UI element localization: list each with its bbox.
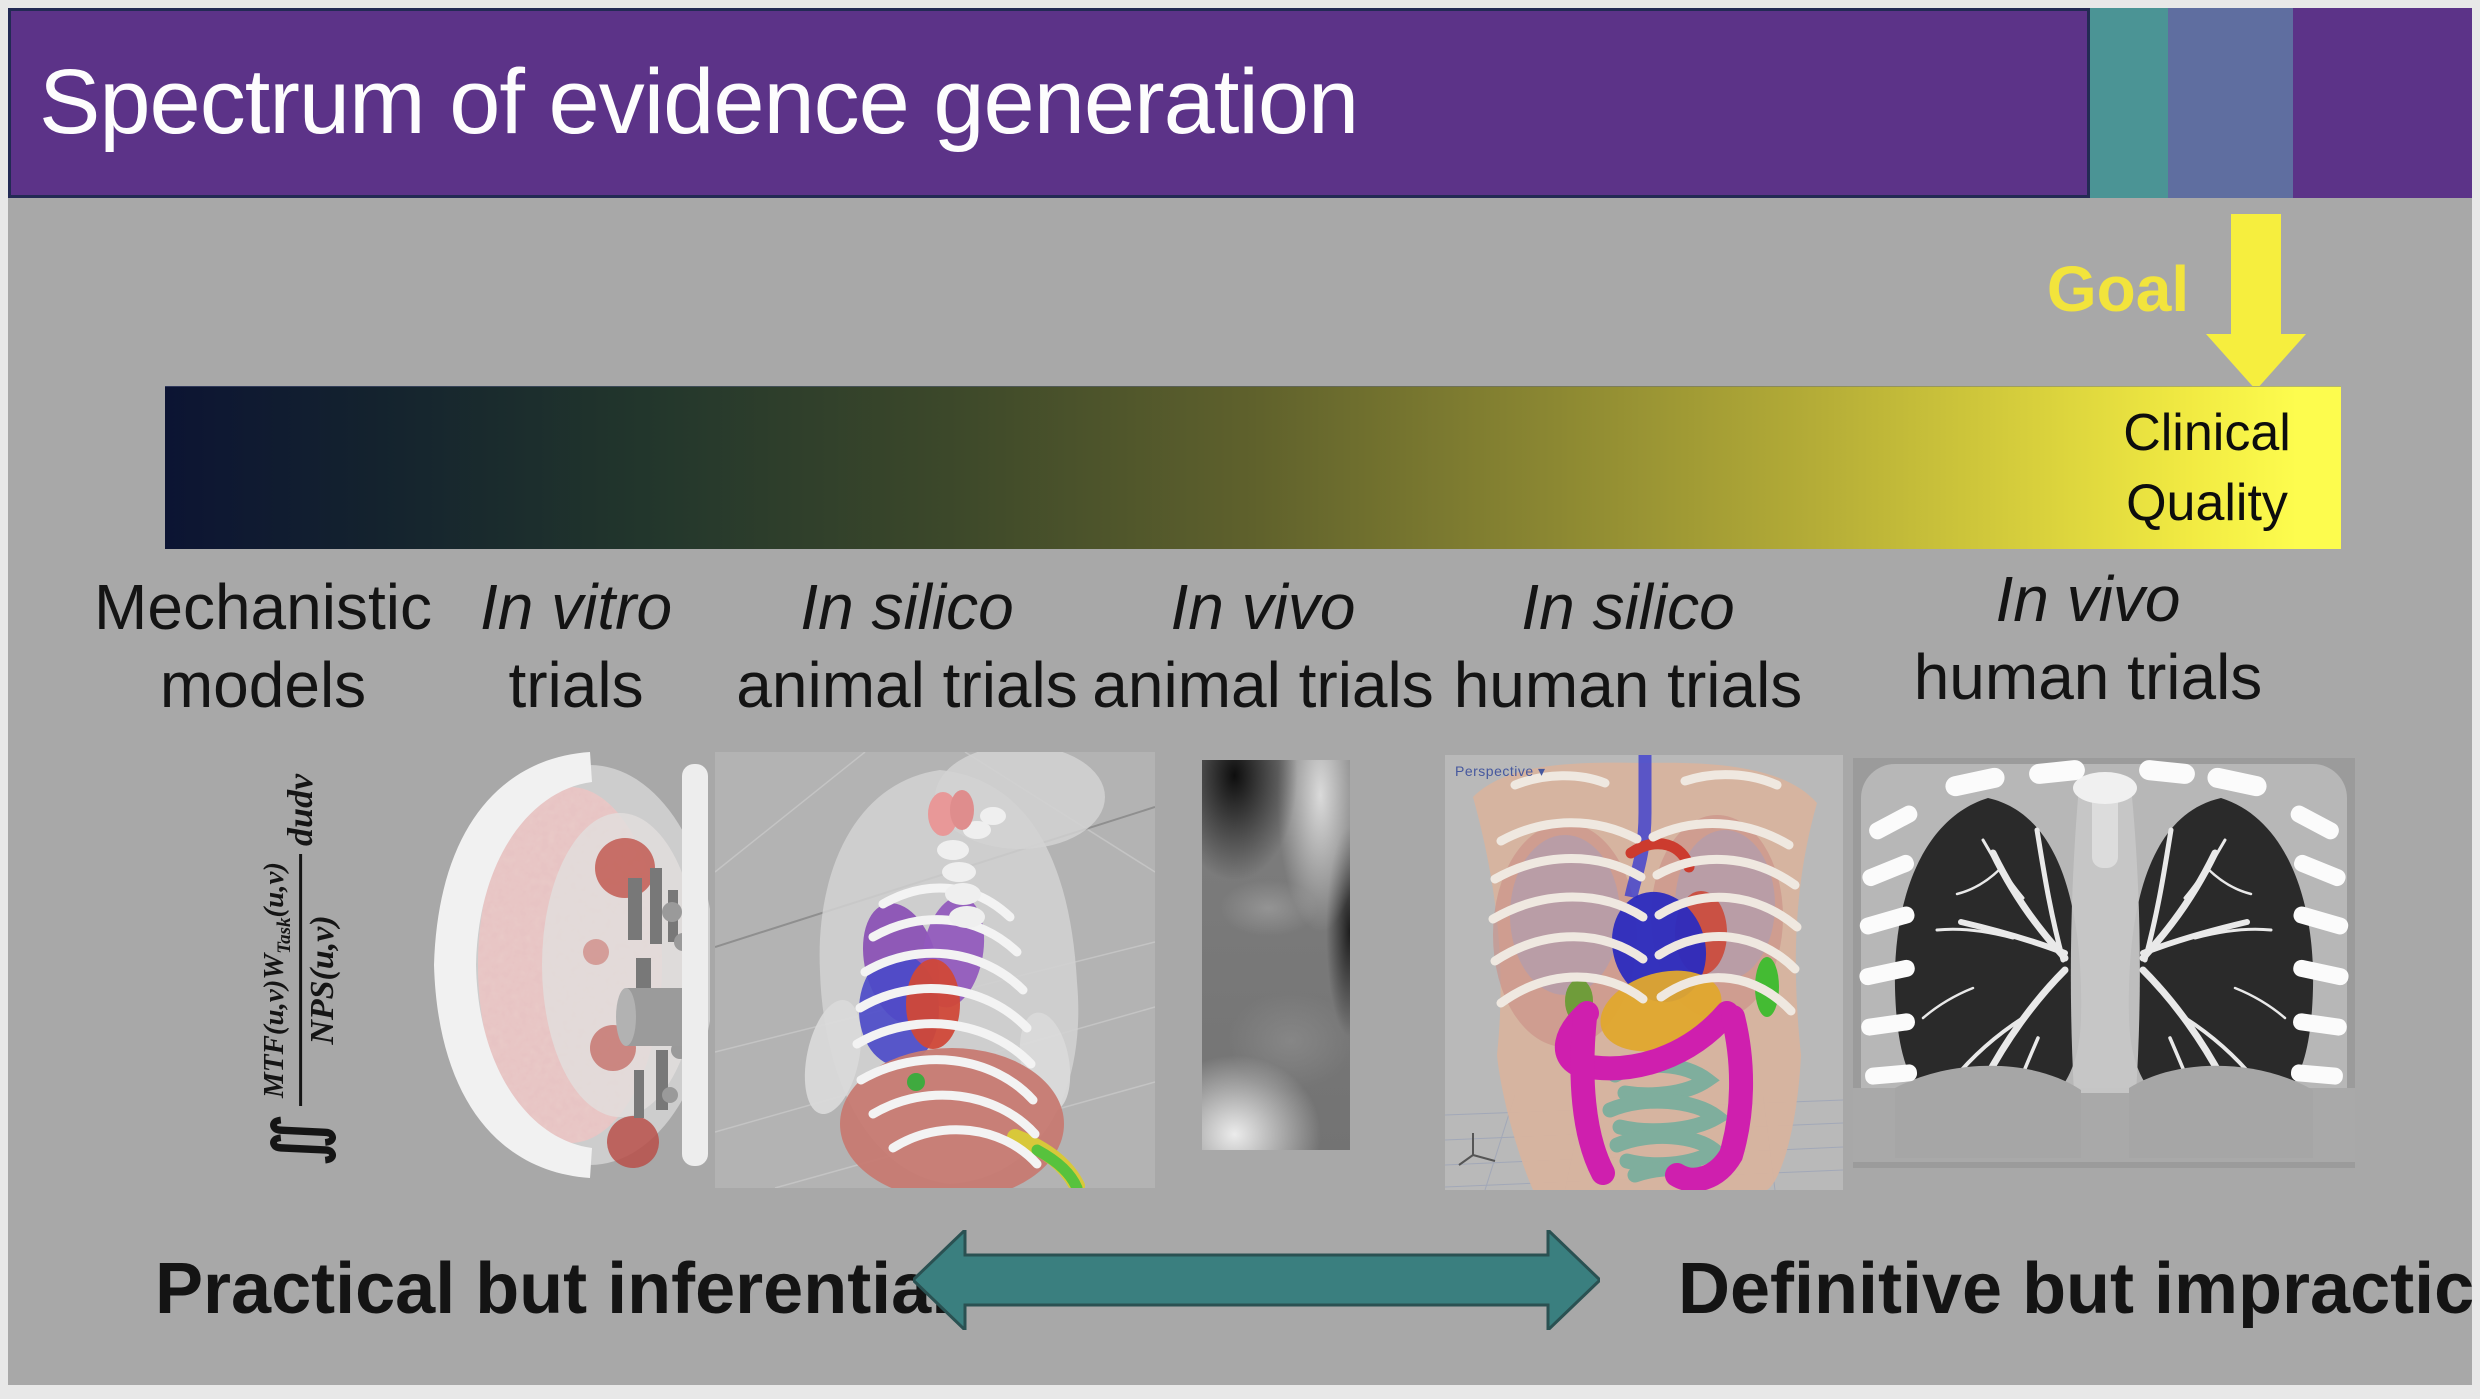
human-rib-cage — [1488, 770, 1802, 1016]
clinical-quality-label: Clinical Quality — [2123, 404, 2291, 532]
viewport-label-bar: Perspective ▾ — [1445, 755, 1843, 795]
in-silico-human-model-image — [1445, 755, 1843, 1190]
in-vivo-animal-scan-image — [1202, 760, 1350, 1150]
banner-accent-stripe-blue — [2168, 8, 2293, 198]
column-label-mechanistic-models: Mechanistic models — [94, 571, 432, 721]
goal-label: Goal — [2046, 253, 2190, 325]
definitive-label: Definitive but impractical — [1678, 1249, 2472, 1329]
spectrum-double-arrow — [913, 1230, 1600, 1330]
axis-gizmo-icon — [1458, 1133, 1496, 1166]
rib-bones — [1859, 760, 2349, 1085]
in-vivo-human-lung-ct-image — [1853, 758, 2355, 1168]
double-integral-symbol: ∬ — [262, 1114, 336, 1167]
banner-accent-stripe-teal — [2090, 8, 2168, 198]
chevron-down-icon: ▾ — [1538, 763, 1546, 779]
column-label-in-silico-human-trials: In silico human trials — [1453, 571, 1803, 721]
title-banner: Spectrum of evidence generation — [8, 8, 2090, 198]
column-label-in-vitro-trials: In vitro trials — [479, 571, 673, 721]
in-silico-animal-model-image — [715, 752, 1155, 1188]
slide: Spectrum of evidence generation Goal Cli… — [8, 8, 2472, 1385]
in-vitro-phantom-image — [434, 752, 710, 1178]
right-lung-vessels — [2139, 827, 2287, 1112]
page-title: Spectrum of evidence generation — [39, 51, 1359, 153]
banner-accent-stripe-purple — [2293, 8, 2472, 198]
column-label-in-silico-animal-trials: In silico animal trials — [736, 571, 1078, 721]
goal-down-arrow-icon — [2206, 214, 2306, 390]
column-label-in-vivo-animal-trials: In vivo animal trials — [1092, 571, 1434, 721]
animal-spine — [937, 807, 1006, 928]
practical-label: Practical but inferential — [155, 1249, 952, 1329]
quality-gradient-bar: Clinical Quality — [165, 386, 2341, 549]
colon — [1554, 1001, 1753, 1190]
column-label-in-vivo-human-trials: In vivo human trials — [1913, 563, 2263, 713]
perspective-dropdown: Perspective ▾ — [1455, 763, 1546, 779]
detectability-formula: ∬ MTF(u,v)WTask(u,v) NPS(u,v) dudv — [258, 773, 341, 1167]
